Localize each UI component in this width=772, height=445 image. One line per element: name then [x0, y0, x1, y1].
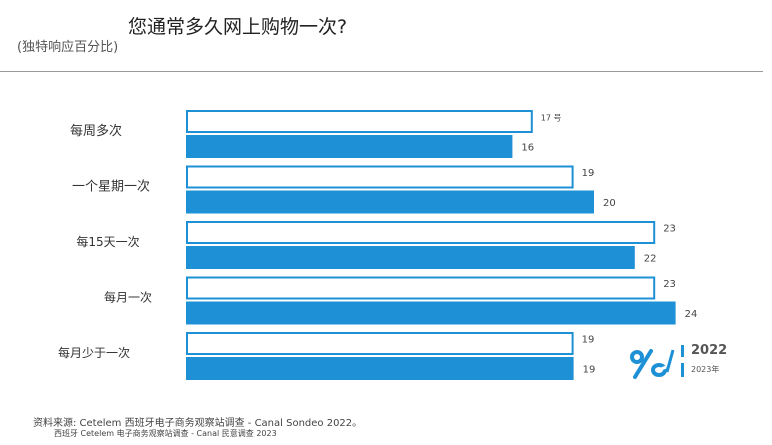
category-label: 一个星期一次 [72, 179, 150, 195]
bar-2023 [186, 135, 513, 158]
category-label: 每月少于一次 [58, 345, 130, 360]
legend-label-2023: 2023年 [691, 365, 720, 374]
header-divider [0, 71, 763, 72]
chart-subtitle: (独特响应百分比) [17, 40, 119, 55]
value-label: 19 [582, 335, 595, 346]
value-label: 19 [582, 168, 595, 179]
legend-marker-2022 [681, 345, 684, 357]
bar-2023 [186, 301, 676, 325]
value-label: 23 [663, 279, 676, 290]
bar-2022 [186, 110, 533, 133]
value-label: 23 [663, 224, 676, 235]
bar-2023 [186, 246, 635, 269]
source-note-secondary: 西班牙 Cetelem 电子商务观察站调查 - Canal 民意调查 2023 [54, 429, 277, 438]
value-label: 20 [603, 198, 616, 209]
category-label: 每周多次 [70, 123, 122, 139]
legend-marker-2023 [681, 363, 684, 377]
value-label: 16 [521, 143, 534, 154]
value-label: 22 [644, 254, 657, 265]
legend-label-2022: 2022 [691, 343, 728, 358]
percent-logo-icon [630, 349, 675, 379]
category-label: 每月一次 [104, 290, 152, 305]
bar-2022 [186, 332, 574, 355]
category-label: 每15天一次 [76, 234, 139, 249]
value-label: 19 [583, 365, 596, 376]
bar-2022 [186, 165, 574, 189]
chart-title: 您通常多久网上购物一次? [128, 16, 348, 38]
bar-2022 [186, 276, 656, 300]
bar-2023 [186, 190, 594, 214]
bar-2022 [186, 221, 656, 244]
value-label: 24 [685, 309, 698, 320]
legend: 2022 2023年 [681, 343, 741, 379]
value-label: 17 号 [541, 114, 562, 123]
bar-2023 [186, 357, 574, 380]
source-note: 资料来源: Cetelem 西班牙电子商务观察站调查 - Canal Sonde… [33, 418, 363, 429]
